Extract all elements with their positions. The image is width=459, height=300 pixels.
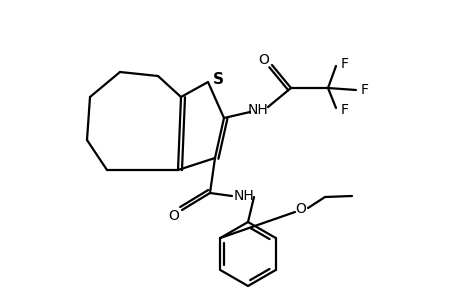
Text: O: O — [168, 209, 179, 223]
Text: S: S — [212, 71, 223, 86]
Text: F: F — [340, 57, 348, 71]
Text: NH: NH — [247, 103, 268, 117]
Text: O: O — [295, 202, 306, 216]
Text: NH: NH — [233, 189, 254, 203]
Text: F: F — [340, 103, 348, 117]
Text: O: O — [258, 53, 269, 67]
Text: F: F — [360, 83, 368, 97]
